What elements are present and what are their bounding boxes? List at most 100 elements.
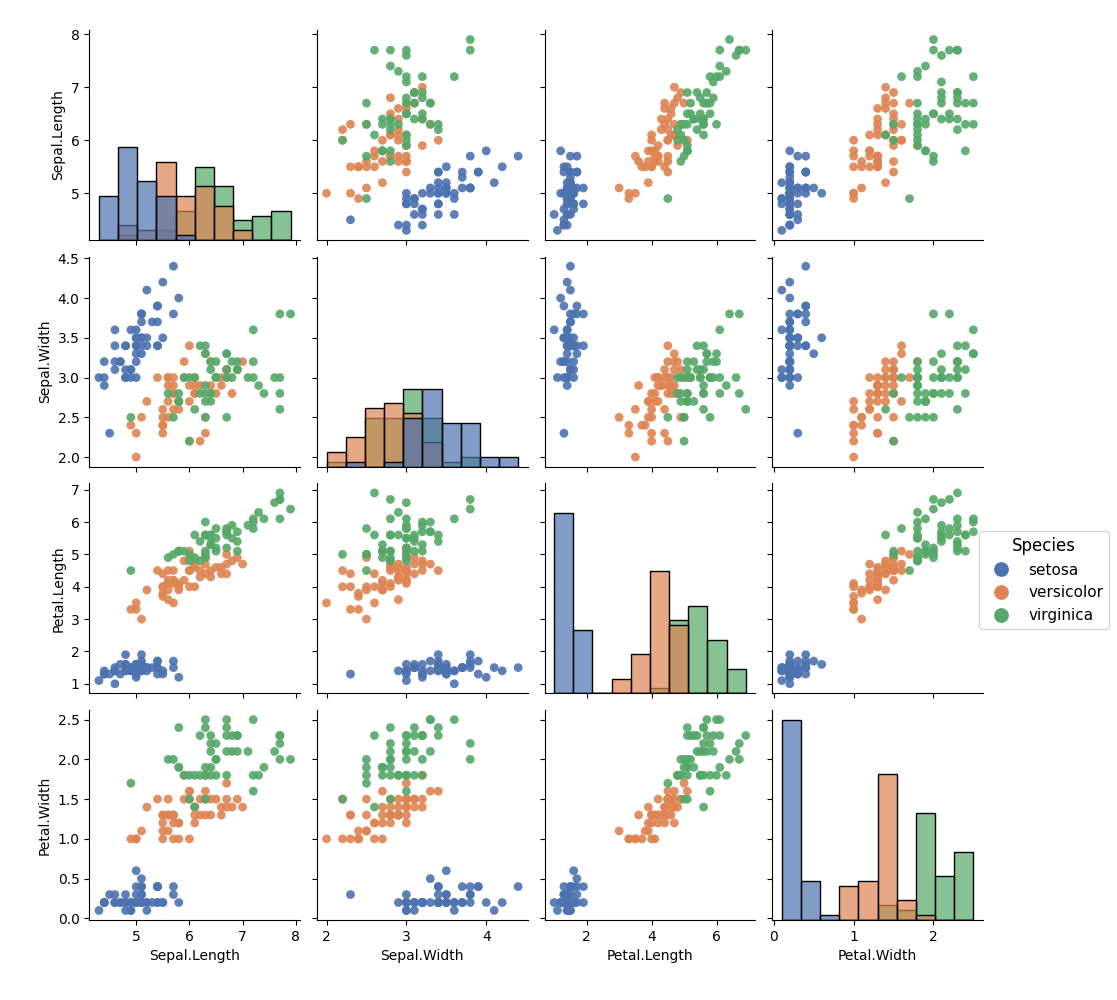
Point — [160, 550, 178, 566]
Point — [170, 393, 188, 409]
Point — [691, 111, 709, 127]
Point — [562, 314, 580, 330]
Point — [885, 433, 903, 449]
Point — [695, 111, 713, 127]
Point — [271, 491, 289, 507]
Point — [398, 42, 416, 58]
Point — [917, 511, 935, 527]
Point — [218, 775, 236, 791]
Point — [469, 164, 487, 180]
Point — [869, 378, 887, 394]
Point — [917, 385, 935, 401]
Point — [627, 185, 645, 201]
Point — [218, 346, 236, 362]
Point — [691, 90, 709, 106]
Point — [281, 306, 299, 322]
Point — [421, 524, 439, 540]
Point — [796, 666, 814, 682]
Point — [429, 563, 447, 579]
Point — [154, 274, 172, 290]
Point — [695, 378, 713, 394]
Point — [154, 831, 172, 847]
Point — [917, 546, 935, 562]
Point — [666, 127, 684, 143]
Point — [266, 743, 284, 759]
Point — [642, 159, 660, 175]
Point — [191, 385, 209, 401]
Point — [781, 378, 799, 394]
Point — [646, 143, 663, 159]
Point — [620, 191, 638, 207]
Point — [678, 85, 696, 101]
Point — [116, 370, 134, 386]
Point — [382, 511, 400, 527]
Point — [666, 783, 684, 799]
Point — [642, 143, 660, 159]
Point — [170, 393, 188, 409]
Point — [413, 553, 431, 569]
Point — [390, 592, 408, 608]
Point — [781, 653, 799, 669]
Point — [688, 728, 706, 744]
Point — [398, 100, 416, 116]
Point — [438, 180, 456, 196]
Point — [555, 330, 573, 346]
Point — [454, 895, 471, 911]
Point — [413, 767, 431, 783]
Point — [390, 556, 408, 572]
Point — [429, 720, 447, 736]
Point — [357, 148, 375, 164]
Point — [405, 196, 423, 212]
Point — [413, 728, 431, 744]
Bar — [935, 876, 954, 920]
Legend: setosa, versicolor, virginica: setosa, versicolor, virginica — [980, 531, 1109, 629]
Point — [555, 895, 573, 911]
Point — [350, 601, 367, 617]
Point — [170, 815, 188, 831]
Point — [567, 164, 585, 180]
Point — [852, 585, 870, 601]
Point — [656, 425, 674, 441]
Point — [421, 783, 439, 799]
Point — [948, 85, 966, 101]
Point — [127, 666, 145, 682]
Point — [558, 354, 576, 370]
Point — [852, 180, 870, 196]
Point — [398, 767, 416, 783]
Point — [429, 656, 447, 672]
Point — [405, 111, 423, 127]
Point — [861, 143, 879, 159]
Point — [398, 663, 416, 679]
Point — [197, 767, 214, 783]
Point — [421, 556, 439, 572]
Point — [207, 767, 225, 783]
Point — [773, 370, 791, 386]
Point — [781, 676, 799, 692]
Point — [365, 728, 383, 744]
Bar — [839, 886, 859, 920]
Point — [567, 887, 585, 903]
Point — [373, 543, 391, 559]
Point — [659, 791, 677, 807]
Point — [925, 501, 943, 517]
Point — [662, 385, 680, 401]
Point — [844, 393, 862, 409]
Point — [429, 879, 447, 895]
Point — [781, 370, 799, 386]
Point — [558, 196, 576, 212]
Point — [678, 751, 696, 767]
Point — [885, 409, 903, 425]
Point — [869, 378, 887, 394]
Point — [685, 759, 703, 775]
Bar — [233, 220, 252, 240]
Point — [633, 417, 651, 433]
Point — [885, 385, 903, 401]
Point — [164, 378, 182, 394]
Bar — [801, 881, 820, 920]
Point — [160, 393, 178, 409]
Point — [106, 895, 124, 911]
Point — [429, 132, 447, 148]
Point — [160, 823, 178, 839]
Point — [398, 902, 416, 918]
Point — [421, 95, 439, 111]
